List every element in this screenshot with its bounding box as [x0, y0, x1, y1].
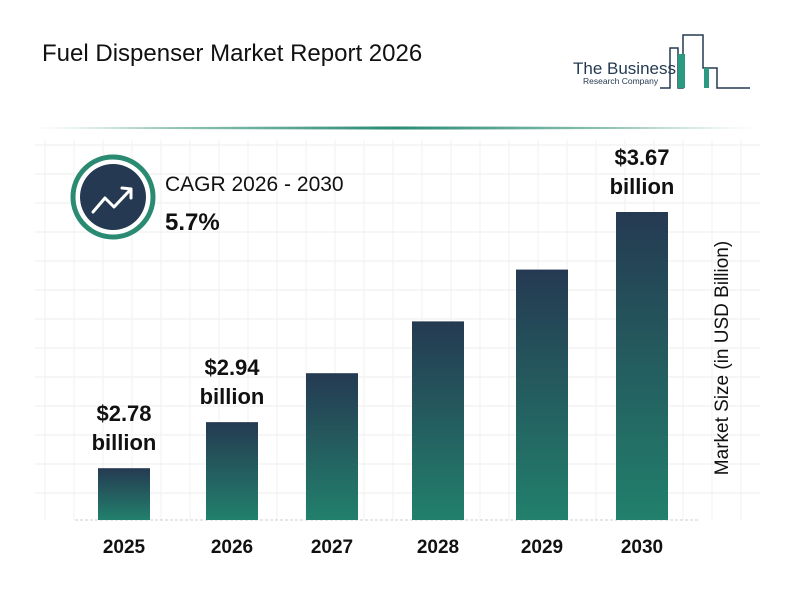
data-label-amount: $2.78: [96, 401, 151, 426]
cagr-value: 5.7%: [165, 209, 220, 236]
x-tick-label: 2029: [521, 537, 563, 558]
cagr-badge: [70, 154, 156, 240]
x-tick-label: 2030: [621, 537, 663, 558]
x-tick-label: 2028: [417, 537, 459, 558]
data-label-unit: billion: [610, 174, 675, 199]
bar-2027: [306, 373, 358, 520]
page-title: Fuel Dispenser Market Report 2026: [42, 40, 423, 67]
bar-2028: [412, 321, 464, 520]
bar-2026: [206, 422, 258, 520]
logo-line1: The Business: [573, 59, 676, 78]
data-label-unit: billion: [92, 430, 157, 455]
x-tick-label: 2026: [211, 537, 253, 558]
logo-line2: Research Company: [583, 76, 659, 86]
trending-up-icon: [91, 186, 133, 214]
data-label-amount: $2.94: [204, 355, 260, 380]
company-logo: The Business Research Company: [573, 34, 750, 89]
bar-2025: [98, 468, 150, 520]
bar-2029: [516, 269, 568, 520]
cagr-label: CAGR 2026 - 2030: [165, 173, 344, 196]
x-tick-label: 2025: [103, 537, 146, 558]
data-label-amount: $3.67: [614, 145, 669, 170]
header-divider: [30, 126, 760, 130]
y-axis-label: Market Size (in USD Billion): [712, 241, 733, 475]
data-label-unit: billion: [200, 384, 265, 409]
x-tick-label: 2027: [311, 537, 353, 558]
bar-2030: [616, 212, 668, 520]
